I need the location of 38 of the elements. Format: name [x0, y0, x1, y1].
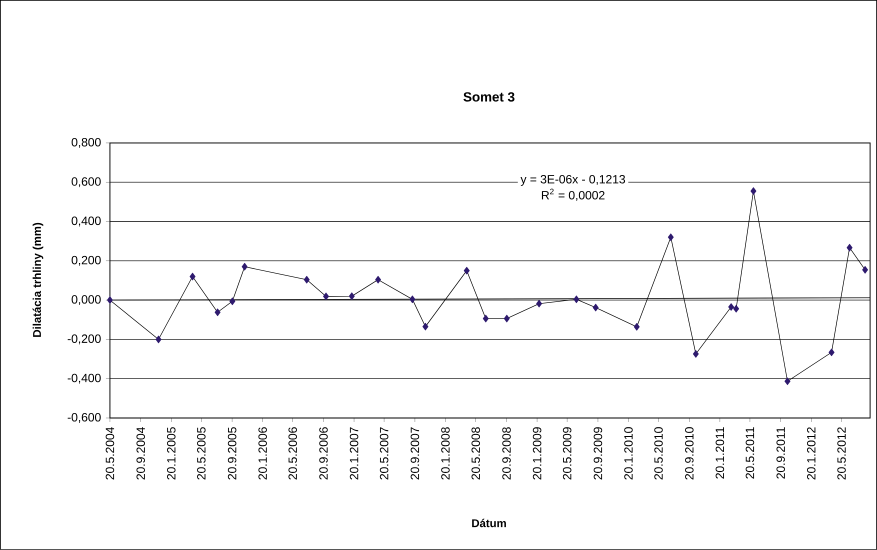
x-tick-label: 20.9.2007: [410, 427, 420, 480]
x-tick-label: 20.5.2008: [471, 427, 480, 480]
x-tick-label: 20.9.2008: [502, 427, 511, 480]
y-axis-title: Dilatácia trhliny (mm): [32, 222, 44, 337]
y-tick-label: -0,600: [68, 413, 101, 423]
x-tick-label: 20.1.2011: [716, 427, 724, 479]
y-tick-label: 0,400: [72, 216, 101, 226]
x-tick-label: 20.5.2012: [837, 427, 846, 480]
y-tick-label: 0,200: [72, 256, 101, 266]
annotation: y = 3E-06x - 0,1213: [520, 175, 626, 186]
x-tick-label: 20.5.2005: [197, 427, 206, 480]
y-tick-label: -0,200: [68, 334, 101, 344]
x-tick-label: 20.5.2007: [380, 427, 388, 480]
chart-title: Somet 3: [463, 92, 514, 102]
x-tick-label: 20.5.2006: [288, 427, 297, 480]
x-tick-label: 20.5.2011: [746, 427, 754, 479]
annotation: R$^{2}$ = 0,0002: [542, 188, 604, 201]
x-tick-label: 20.9.2009: [594, 427, 602, 480]
x-tick-label: 20.9.2011: [776, 427, 785, 479]
y-tick-label: 0,600: [72, 177, 101, 188]
x-tick-label: 20.1.2008: [441, 427, 450, 480]
x-tick-label: 20.1.2012: [807, 427, 816, 480]
x-tick-label: 20.1.2006: [258, 427, 267, 480]
y-tick-label: -0,400: [68, 374, 101, 384]
x-tick-label: 20.1.2010: [624, 427, 633, 480]
x-tick-label: 20.5.2010: [654, 427, 663, 480]
x-tick-label: 20.9.2006: [319, 427, 328, 480]
x-tick-label: 20.5.2004: [106, 427, 114, 480]
x-tick-label: 20.1.2007: [350, 427, 358, 480]
x-tick-label: 20.1.2005: [167, 427, 176, 480]
x-axis-title: Dátum: [472, 518, 506, 528]
x-tick-label: 20.9.2004: [136, 427, 145, 480]
x-tick-label: 20.1.2009: [532, 427, 542, 480]
x-tick-label: 20.9.2010: [685, 427, 694, 480]
x-tick-label: 20.5.2009: [562, 427, 572, 480]
y-tick-label: 0,800: [72, 138, 101, 148]
y-tick-label: 0,000: [72, 295, 101, 306]
x-tick-label: 20.9.2005: [228, 427, 236, 480]
